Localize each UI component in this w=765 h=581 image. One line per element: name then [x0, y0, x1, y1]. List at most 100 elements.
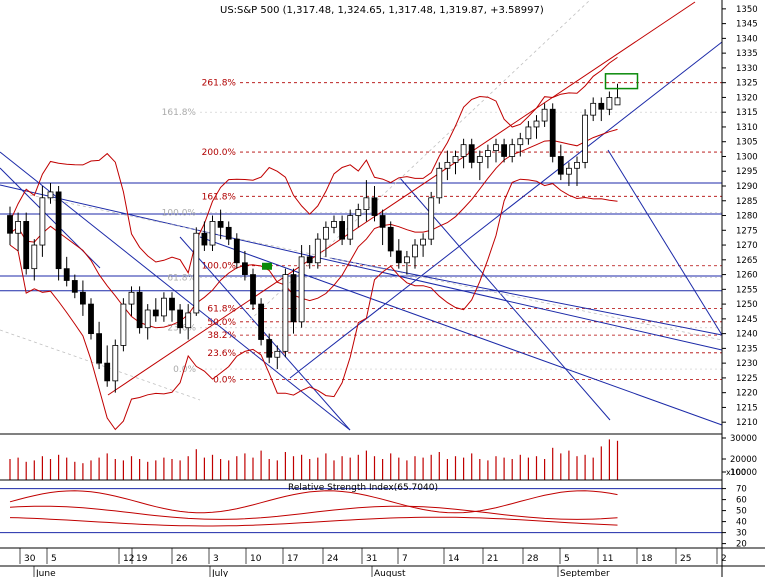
price-tick-label: 1325 — [736, 79, 758, 89]
candle-body — [331, 221, 337, 228]
candle — [63, 256, 70, 287]
volume-tick-label: 20000 — [730, 455, 757, 465]
candle-body — [574, 161, 580, 169]
month-label: July — [211, 569, 229, 577]
candle-body — [412, 244, 418, 258]
price-tick-label: 1290 — [736, 182, 758, 192]
rsi-tick-label: 60 — [736, 496, 747, 506]
rsi-tick-label: 50 — [736, 507, 747, 517]
price-tick-label: 1280 — [736, 212, 758, 222]
moving-average — [9, 128, 618, 329]
volume-tick-label: 10000 — [730, 468, 757, 478]
price-tick-label: 1285 — [736, 197, 758, 207]
candle — [258, 298, 265, 346]
candle-body — [39, 197, 46, 246]
price-tick-label: 1345 — [736, 20, 758, 30]
candle-body — [250, 274, 256, 305]
candle — [590, 97, 597, 122]
candle-body — [201, 232, 208, 246]
lower-band — [9, 178, 618, 431]
candle — [169, 292, 175, 322]
candle-body — [209, 221, 216, 246]
date-tick-label: 2 — [721, 554, 727, 564]
price-tick-label: 1225 — [736, 374, 758, 384]
rsi-tick-label: 70 — [736, 485, 747, 495]
fib-label: 50.0% — [207, 318, 236, 328]
candle-body — [460, 144, 467, 157]
rsi-tick-label: 20 — [736, 540, 747, 550]
upper-band — [9, 56, 618, 275]
candle-body — [55, 191, 62, 270]
candle-body — [63, 268, 70, 281]
rsi-tick-label: 40 — [736, 518, 747, 528]
candle — [250, 268, 256, 310]
candle — [460, 138, 467, 169]
candle-body — [322, 226, 329, 240]
faint-trendline — [29, 194, 723, 341]
candle — [71, 274, 78, 299]
candle — [266, 333, 273, 364]
candle — [363, 180, 370, 222]
candle — [306, 245, 313, 269]
candle — [233, 233, 240, 269]
fib-label: 61.8% — [207, 305, 236, 315]
candle — [476, 150, 483, 181]
candle-body — [47, 191, 54, 199]
fib-label: 200.0% — [202, 148, 237, 158]
price-tick-label: 1300 — [736, 152, 758, 162]
band-layer — [9, 56, 618, 431]
candle — [136, 286, 143, 334]
highlight-box — [604, 73, 639, 90]
candle-body — [347, 215, 354, 240]
candle — [379, 209, 386, 246]
candle-body — [339, 221, 346, 240]
date-tick-label: 14 — [448, 554, 460, 564]
candle — [517, 132, 524, 157]
price-tick-label: 1350 — [736, 5, 758, 15]
candle-body — [444, 161, 451, 169]
date-tick-label: 7 — [402, 554, 408, 564]
date-tick-label: 3 — [213, 554, 219, 564]
candle — [80, 280, 86, 316]
candle — [501, 138, 508, 163]
date-tick-label: 5 — [51, 554, 57, 564]
candle — [225, 221, 232, 246]
candle-body — [541, 108, 548, 122]
rsi-tick-label: 30 — [736, 529, 747, 539]
date-tick-label: 31 — [366, 554, 377, 564]
candle-body — [31, 244, 38, 270]
fib-label: 38.2% — [207, 331, 236, 341]
volume-multiplier-label: x100 — [726, 468, 746, 477]
candle-layer — [7, 73, 639, 393]
candle — [395, 239, 402, 269]
candle-body — [533, 120, 540, 128]
faint-fib-label: 161.8% — [162, 108, 197, 118]
faint-fib-label: 23.6% — [167, 324, 196, 334]
price-tick-label: 1210 — [736, 418, 758, 428]
candle — [152, 298, 159, 322]
candle — [217, 209, 224, 240]
candle-body — [557, 156, 564, 175]
candle-body — [298, 256, 305, 323]
candle — [298, 245, 305, 328]
price-tick-label: 1310 — [736, 123, 758, 133]
price-tick-label: 1275 — [736, 226, 758, 236]
candle-body — [185, 312, 192, 329]
faint-fib-label: 0.0% — [173, 365, 196, 375]
candle-body — [112, 345, 119, 382]
date-tick-label: 25 — [680, 554, 691, 564]
candle — [387, 221, 394, 257]
faint-fib-label: 61.8% — [167, 274, 196, 284]
candle — [104, 345, 111, 387]
price-tick-label: 1330 — [736, 64, 758, 74]
trendline — [289, 41, 723, 379]
fibonacci-layer: 261.8% 200.0% 161.8% 100.0% 61.8% 50.0% 38.2% 2… — [162, 79, 722, 385]
candle-body — [233, 238, 240, 264]
trendline — [199, 236, 723, 426]
price-tick-label: 1250 — [736, 300, 758, 310]
date-tick-label: 18 — [641, 554, 653, 564]
candle-body — [476, 156, 483, 163]
price-tick-label: 1260 — [736, 271, 758, 281]
candle — [55, 186, 62, 281]
